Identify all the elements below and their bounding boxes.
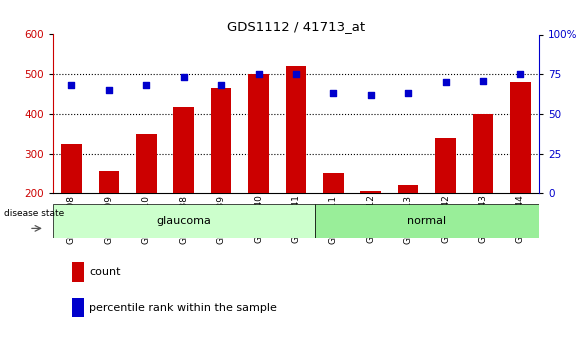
Bar: [72, 298, 84, 317]
Title: GDS1112 / 41713_at: GDS1112 / 41713_at: [227, 20, 365, 33]
Bar: [61, 144, 81, 193]
Bar: [211, 88, 231, 193]
Point: [441, 79, 450, 85]
Point: [254, 71, 263, 77]
Point: [216, 82, 226, 88]
Text: disease state: disease state: [4, 209, 64, 218]
Point: [179, 75, 188, 80]
Bar: [315, 204, 539, 238]
Point: [404, 90, 413, 96]
Point: [478, 78, 488, 83]
Text: count: count: [89, 267, 121, 277]
Bar: [360, 191, 381, 193]
Point: [104, 87, 114, 93]
Bar: [285, 66, 306, 193]
Bar: [473, 114, 493, 193]
Point: [366, 92, 376, 98]
Bar: [98, 171, 119, 193]
Bar: [398, 185, 418, 193]
Bar: [323, 172, 343, 193]
Point: [329, 90, 338, 96]
Text: normal: normal: [407, 216, 447, 226]
Point: [142, 82, 151, 88]
Bar: [136, 134, 156, 193]
Bar: [248, 74, 269, 193]
Text: glaucoma: glaucoma: [156, 216, 211, 226]
Point: [291, 71, 301, 77]
Bar: [510, 82, 531, 193]
Point: [67, 82, 76, 88]
Text: percentile rank within the sample: percentile rank within the sample: [89, 303, 277, 313]
Bar: [173, 107, 194, 193]
Bar: [435, 138, 456, 193]
Point: [516, 71, 525, 77]
Bar: [53, 204, 315, 238]
Bar: [72, 262, 84, 282]
